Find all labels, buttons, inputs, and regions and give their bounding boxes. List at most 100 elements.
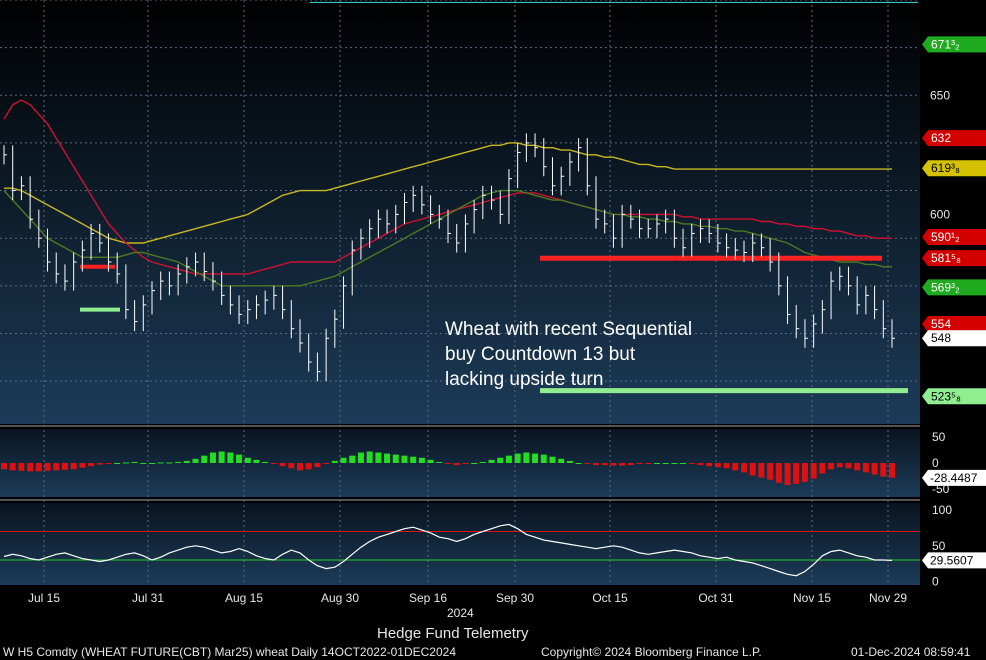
security-description: W H5 Comdty (WHEAT FUTURE(CBT) Mar25) wh…: [3, 645, 456, 659]
oscillator1-bar-27: [236, 454, 243, 463]
oscillator1-current-tag: [922, 469, 986, 486]
oscillator1-bar-13: [114, 463, 121, 464]
oscillator1-bar-92: [801, 463, 808, 482]
oscillator1-bar-97: [845, 463, 852, 469]
oscillator1-bar-52: [453, 463, 460, 466]
annotation: Wheat with recent Sequential buy Countdo…: [445, 319, 692, 390]
oscillator1-bar-46: [401, 455, 408, 463]
oscillator1-bar-63: [549, 456, 556, 463]
price-tag-7: [922, 330, 986, 347]
oscillator1-bar-20: [175, 461, 182, 463]
price-tag-label-8: 523⁵₈: [931, 389, 961, 403]
oscillator1-bar-95: [828, 463, 835, 470]
oscillator1-bar-29: [253, 459, 260, 463]
oscillator1-bar-45: [392, 454, 399, 463]
oscillator1-bar-50: [436, 461, 443, 463]
oscillator1-bar-34: [297, 463, 303, 471]
date-tick-label-4: Sep 16: [409, 591, 447, 605]
oscillator1-bar-40: [349, 455, 356, 463]
annotation-line-1: Wheat with recent Sequential: [445, 319, 692, 340]
oscillator1-bar-33: [288, 463, 295, 469]
oscillator1-bar-62: [540, 454, 547, 463]
oscillator2-current-label: 29.5607: [930, 553, 974, 567]
price-tick-label-1: 600: [930, 207, 950, 221]
date-axis: Jul 15 Jul 31 Aug 15 Aug 30 Sep 16 Sep 30 Oct …: [28, 591, 907, 605]
oscillator2-tick-label-0: 100: [932, 503, 952, 517]
oscillator2-series-line: [3, 523, 893, 577]
oscillator1-bar-1: [9, 463, 16, 471]
year-label: 2024: [447, 606, 474, 620]
oscillator1-bar-0: [1, 463, 7, 470]
price-tag-3: [922, 229, 986, 246]
date-tick-label-7: Oct 31: [698, 591, 734, 605]
oscillator1-bar-72: [627, 463, 634, 466]
moving-average-line-1: [4, 142, 892, 244]
oscillator1-tick-label-1: 0: [932, 456, 939, 470]
support-resistance-levels: [80, 1, 918, 394]
price-tag-label-5: 569³₂: [931, 280, 960, 294]
price-tag-8: [922, 388, 986, 405]
oscillator1-bar-22: [192, 458, 199, 463]
price-tag-1: [922, 130, 986, 147]
oscillator1-bar-68: [593, 463, 599, 466]
annotation-line-2: buy Countdown 13 but: [445, 344, 636, 365]
oscillator1-bar-86: [749, 463, 756, 476]
oscillator1-bar-41: [357, 452, 364, 463]
date-tick-label-9: Nov 29: [869, 591, 907, 605]
oscillator1-bar-58: [505, 455, 512, 463]
oscillator1-bar-35: [305, 463, 312, 470]
oscillator1-bar-51: [445, 463, 451, 465]
oscillator1-bar-60: [523, 452, 530, 463]
oscillator1-bar-85: [741, 463, 747, 473]
price-tag-2: [922, 160, 986, 177]
oscillator1-bar-79: [688, 463, 695, 465]
oscillator1-bar-5: [44, 463, 51, 471]
oscillator1-bar-78: [680, 463, 687, 464]
oscillator1-bar-9: [79, 463, 86, 468]
price-tag-6: [922, 315, 986, 332]
oscillator1-bar-11: [96, 463, 103, 465]
oscillator1-bar-77: [671, 463, 678, 464]
copyright: Copyright© 2024 Bloomberg Finance L.P.: [541, 645, 762, 659]
oscillator1-bar-14: [122, 462, 129, 464]
price-tag-0: [922, 36, 986, 53]
price-tag-label-0: 671³₂: [931, 37, 960, 51]
oscillator1-bar-6: [53, 463, 60, 471]
oscillator1-bar-19: [166, 462, 173, 464]
grid-lines: [0, 0, 920, 585]
oscillator1-bar-81: [706, 463, 713, 467]
oscillator1-bar-37: [323, 463, 330, 465]
oscillator1-bar-71: [619, 463, 626, 466]
oscillator1-bar-44: [384, 453, 391, 463]
oscillator1-bar-43: [375, 452, 382, 463]
date-tick-label-5: Sep 30: [496, 591, 534, 605]
oscillator1-bar-94: [819, 463, 826, 474]
source-label: Hedge Fund Telemetry: [377, 625, 529, 642]
oscillator1-bar-82: [714, 463, 721, 468]
oscillator1-bar-66: [575, 463, 582, 464]
oscillator1-bar-8: [70, 463, 77, 470]
oscillator1-bar-48: [418, 457, 425, 463]
date-tick-label-2: Aug 15: [225, 591, 263, 605]
date-tick-label-8: Nov 15: [793, 591, 831, 605]
date-tick-label-1: Jul 31: [132, 591, 164, 605]
oscillator1-bar-16: [140, 463, 147, 464]
oscillator1-bar-18: [157, 462, 164, 464]
oscillator1-bar-26: [227, 452, 234, 463]
oscillator1-bar-59: [514, 453, 521, 463]
price-tag-label-1: 632: [931, 131, 951, 145]
oscillator1-bar-90: [784, 463, 791, 485]
oscillator1-bar-30: [262, 461, 269, 463]
oscillator1-bars: 500-50-28.4487: [1, 430, 986, 496]
oscillator1-panel: [0, 429, 920, 497]
price-tag-label-6: 554: [931, 317, 951, 331]
oscillator1-bar-91: [793, 463, 800, 484]
oscillator2-current-tag: [922, 552, 986, 569]
price-tag-label-2: 619³₈: [931, 161, 960, 175]
oscillator1-tick-label-0: 50: [932, 430, 946, 444]
oscillator1-bar-101: [880, 463, 887, 477]
oscillator1-bar-36: [314, 463, 321, 468]
oscillator2-panel: [0, 503, 920, 585]
oscillator1-bar-49: [427, 459, 434, 463]
price-bars: [3, 133, 895, 382]
